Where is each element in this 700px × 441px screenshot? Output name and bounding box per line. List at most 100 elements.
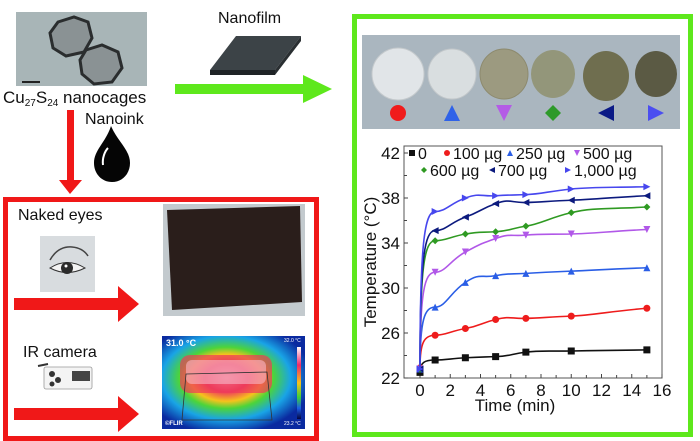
legend-entry: 250 µg bbox=[516, 146, 565, 163]
data-point bbox=[567, 312, 575, 320]
data-point bbox=[431, 268, 439, 276]
data-point bbox=[492, 200, 500, 208]
data-point bbox=[416, 365, 424, 373]
eye-icon bbox=[40, 236, 95, 292]
ir-scale-min: 23.2 °C bbox=[284, 421, 301, 427]
data-point bbox=[492, 228, 500, 236]
data-point bbox=[431, 356, 439, 364]
data-point bbox=[522, 348, 530, 356]
x-axis-label: Time (min) bbox=[475, 396, 556, 415]
tem-image bbox=[16, 12, 147, 86]
x-tick-label: 6 bbox=[506, 381, 515, 400]
y-tick-label: 26 bbox=[381, 324, 400, 343]
data-point bbox=[567, 230, 575, 238]
legend-marker-icon bbox=[489, 167, 495, 173]
data-point bbox=[461, 230, 469, 238]
ir-camera-icon bbox=[37, 363, 93, 390]
legend-entry: 1,000 µg bbox=[574, 163, 637, 180]
ir-thermal-image bbox=[162, 336, 305, 429]
data-point bbox=[522, 222, 530, 230]
triangle-left-sample-marker-icon bbox=[598, 105, 614, 121]
legend-entry: 0 bbox=[418, 146, 427, 163]
legend-entry: 100 µg bbox=[453, 146, 502, 163]
data-point bbox=[522, 314, 530, 322]
legend-marker-icon bbox=[421, 167, 427, 173]
nanofilm-panel bbox=[352, 14, 693, 437]
data-point bbox=[431, 331, 439, 339]
data-point bbox=[492, 272, 500, 280]
y-tick-label: 30 bbox=[381, 279, 400, 298]
data-point bbox=[567, 347, 575, 355]
legend-entry: 700 µg bbox=[498, 163, 547, 180]
x-tick-label: 12 bbox=[592, 381, 611, 400]
data-point bbox=[567, 196, 575, 204]
red-arrow-camera-icon bbox=[14, 396, 139, 432]
data-point bbox=[461, 325, 469, 332]
series-1000g bbox=[416, 183, 651, 373]
nanoink-film-photo bbox=[163, 204, 305, 316]
y-tick-label: 22 bbox=[381, 369, 400, 388]
triangle-down-sample-marker-icon bbox=[496, 105, 512, 121]
naked-eyes-label: Naked eyes bbox=[18, 207, 103, 224]
y-tick-label: 42 bbox=[381, 144, 400, 163]
nanofilm-label: Nanofilm bbox=[218, 10, 282, 27]
data-point bbox=[492, 192, 500, 200]
data-point bbox=[643, 203, 651, 211]
data-point bbox=[567, 185, 575, 193]
series-500g bbox=[416, 226, 651, 373]
diamond-sample-marker-icon bbox=[545, 105, 561, 121]
flir-logo: ©FLIR bbox=[165, 421, 183, 427]
nanofilm-slab-icon bbox=[210, 36, 301, 75]
data-point bbox=[522, 269, 530, 277]
red-arrow-eye-icon bbox=[14, 286, 139, 322]
data-point bbox=[461, 248, 469, 256]
data-point bbox=[522, 231, 530, 239]
data-point bbox=[643, 192, 651, 200]
legend-entry: 500 µg bbox=[583, 146, 632, 163]
x-tick-label: 16 bbox=[653, 381, 672, 400]
y-tick-label: 38 bbox=[381, 189, 400, 208]
data-point bbox=[492, 353, 500, 361]
data-point bbox=[492, 316, 500, 323]
data-point bbox=[461, 194, 469, 202]
triangle-right-sample-marker-icon bbox=[648, 105, 664, 121]
data-point bbox=[431, 237, 439, 245]
data-point bbox=[461, 354, 469, 362]
series-700g bbox=[416, 192, 651, 373]
data-point bbox=[643, 304, 651, 312]
data-point bbox=[522, 199, 530, 206]
ir-scale-max: 32.0 °C bbox=[284, 338, 301, 344]
chart-legend: 0 100 µg 250 µg 500 µg 600 µg 700 µg 1,000 µg bbox=[409, 146, 637, 180]
ir-spot-temperature: 31.0 °C bbox=[166, 338, 197, 348]
data-point bbox=[461, 213, 469, 221]
data-point bbox=[643, 183, 651, 191]
circle-sample-marker-icon bbox=[390, 105, 406, 121]
x-tick-label: 0 bbox=[415, 381, 424, 400]
x-tick-label: 2 bbox=[446, 381, 455, 400]
data-point bbox=[431, 303, 439, 311]
data-point bbox=[461, 278, 469, 286]
material-label: Cu27S24 nanocages bbox=[3, 88, 147, 109]
data-point bbox=[567, 209, 575, 217]
plot-frame bbox=[403, 145, 663, 379]
nanoink-panel bbox=[3, 197, 319, 441]
x-tick-label: 14 bbox=[622, 381, 641, 400]
red-down-arrow-icon bbox=[59, 110, 82, 194]
legend-entry: 600 µg bbox=[430, 163, 479, 180]
data-point bbox=[431, 227, 439, 235]
data-point bbox=[567, 267, 575, 275]
x-tick-label: 8 bbox=[536, 381, 545, 400]
y-axis-label: Temperature (°C) bbox=[361, 197, 380, 328]
data-point bbox=[431, 208, 439, 215]
triangle-up-sample-marker-icon bbox=[444, 105, 460, 121]
series-600g bbox=[416, 203, 651, 373]
legend-marker-icon bbox=[444, 150, 450, 156]
data-point bbox=[643, 226, 651, 233]
data-point bbox=[643, 346, 651, 354]
x-tick-label: 4 bbox=[476, 381, 485, 400]
data-point bbox=[643, 264, 651, 272]
legend-marker-icon bbox=[409, 150, 415, 156]
legend-marker-icon bbox=[507, 150, 513, 156]
data-point bbox=[522, 191, 530, 199]
